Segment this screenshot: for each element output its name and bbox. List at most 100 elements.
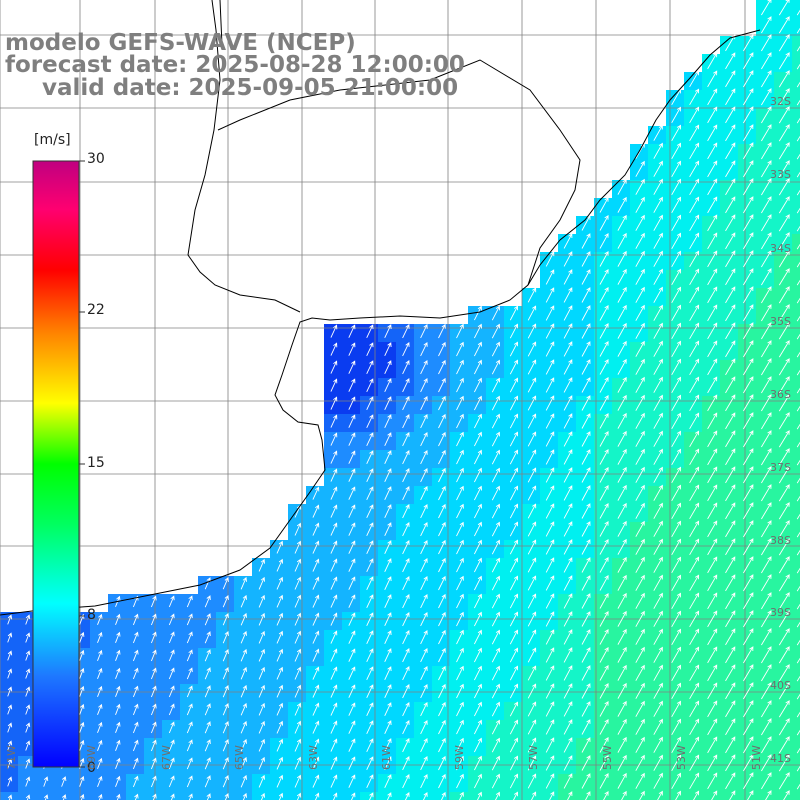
wind-arrow: [258, 648, 265, 662]
wind-arrow: [545, 377, 555, 393]
wind-arrow: [348, 342, 356, 356]
wind-arrow: [725, 250, 736, 268]
wind-arrow: [509, 737, 519, 753]
wind-speed-cell: [792, 144, 800, 162]
wind-arrow: [240, 648, 247, 662]
wind-arrow: [473, 485, 482, 501]
wind-arrow: [545, 485, 555, 501]
wind-arrow: [402, 576, 410, 591]
wind-arrow: [581, 719, 591, 735]
wind-arrow: [186, 703, 193, 716]
wind-arrow: [599, 502, 609, 519]
wind-arrow: [312, 594, 320, 608]
wind-arrow: [707, 178, 718, 196]
wind-arrow: [79, 685, 85, 697]
wind-arrow: [330, 774, 338, 788]
wind-arrow: [796, 459, 800, 466]
wind-arrow: [689, 160, 700, 178]
wind-arrow: [689, 358, 700, 376]
wind-arrow: [635, 286, 645, 303]
wind-arrow: [617, 196, 627, 213]
wind-arrow: [366, 774, 374, 788]
wind-arrow: [258, 612, 265, 626]
wind-speed-cell: [792, 36, 800, 54]
wind-arrow: [402, 684, 410, 699]
wind-arrow: [330, 666, 338, 680]
wind-arrow: [617, 574, 627, 591]
wind-arrow: [384, 342, 392, 356]
wind-arrow: [671, 772, 681, 790]
wind-arrow: [761, 556, 772, 574]
wind-arrow: [456, 521, 464, 537]
wind-arrow: [312, 648, 320, 662]
wind-arrow: [402, 720, 410, 735]
wind-arrow: [438, 323, 446, 339]
wind-arrow: [509, 377, 519, 393]
wind-arrow: [581, 593, 591, 609]
wind-arrow: [366, 558, 374, 572]
wind-arrow: [132, 703, 139, 716]
wind-arrow: [294, 594, 302, 608]
wind-arrow: [599, 448, 609, 465]
wind-speed-cell: [792, 630, 800, 648]
wind-arrow: [707, 304, 718, 322]
wind-arrow: [599, 340, 609, 357]
wind-speed-cell: [270, 792, 288, 800]
wind-arrow: [276, 630, 284, 644]
wind-arrow: [491, 683, 500, 699]
wind-arrow: [294, 522, 302, 536]
wind-arrow: [725, 376, 736, 394]
colorbar-gradient: [32, 160, 80, 768]
wind-arrow: [348, 540, 356, 554]
wind-arrow: [204, 631, 211, 644]
wind-arrow: [97, 649, 103, 661]
wind-arrow: [725, 286, 736, 304]
wind-arrow: [240, 612, 247, 626]
wind-arrow: [312, 576, 320, 590]
wind-arrow: [473, 629, 482, 645]
wind-arrow: [97, 721, 103, 733]
wind-arrow: [222, 721, 229, 734]
wind-arrow: [689, 70, 700, 88]
wind-arrow: [402, 468, 410, 483]
wind-arrow: [743, 322, 754, 340]
wind-arrow: [348, 702, 356, 716]
wind-arrow: [438, 557, 446, 573]
wind-arrow: [473, 593, 482, 609]
wind-arrow: [653, 196, 663, 213]
wind-arrow: [725, 718, 736, 736]
wind-arrow: [563, 557, 573, 573]
wind-arrow: [150, 649, 157, 662]
wind-speed-cell: [792, 666, 800, 684]
wind-arrow: [599, 286, 609, 303]
wind-arrow: [402, 630, 410, 645]
wind-arrow: [635, 682, 645, 699]
wind-arrow: [743, 538, 754, 556]
wind-arrow: [599, 466, 609, 483]
wind-arrow: [527, 359, 537, 375]
wind-arrow: [761, 214, 772, 232]
wind-arrow: [796, 693, 800, 700]
wind-arrow: [384, 360, 392, 374]
wind-arrow: [527, 773, 537, 789]
wind-arrow: [420, 395, 428, 411]
wind-arrow: [761, 610, 772, 628]
wind-arrow: [761, 106, 772, 124]
wind-arrow: [222, 703, 229, 716]
wind-arrow: [635, 502, 645, 519]
wind-arrow: [563, 431, 573, 447]
wind-arrow: [563, 323, 573, 339]
wind-arrow: [456, 557, 464, 573]
wind-arrow: [796, 189, 800, 196]
wind-arrow: [150, 757, 157, 770]
wind-arrow: [491, 575, 500, 591]
wind-arrow: [294, 648, 302, 662]
wind-arrow: [509, 719, 519, 735]
wind-arrow: [330, 450, 338, 464]
wind-arrow: [168, 613, 175, 626]
wind-arrow: [653, 574, 663, 591]
wind-arrow: [617, 484, 627, 501]
wind-arrow: [509, 467, 519, 483]
wind-arrow: [796, 387, 800, 394]
wind-arrow: [420, 701, 428, 717]
